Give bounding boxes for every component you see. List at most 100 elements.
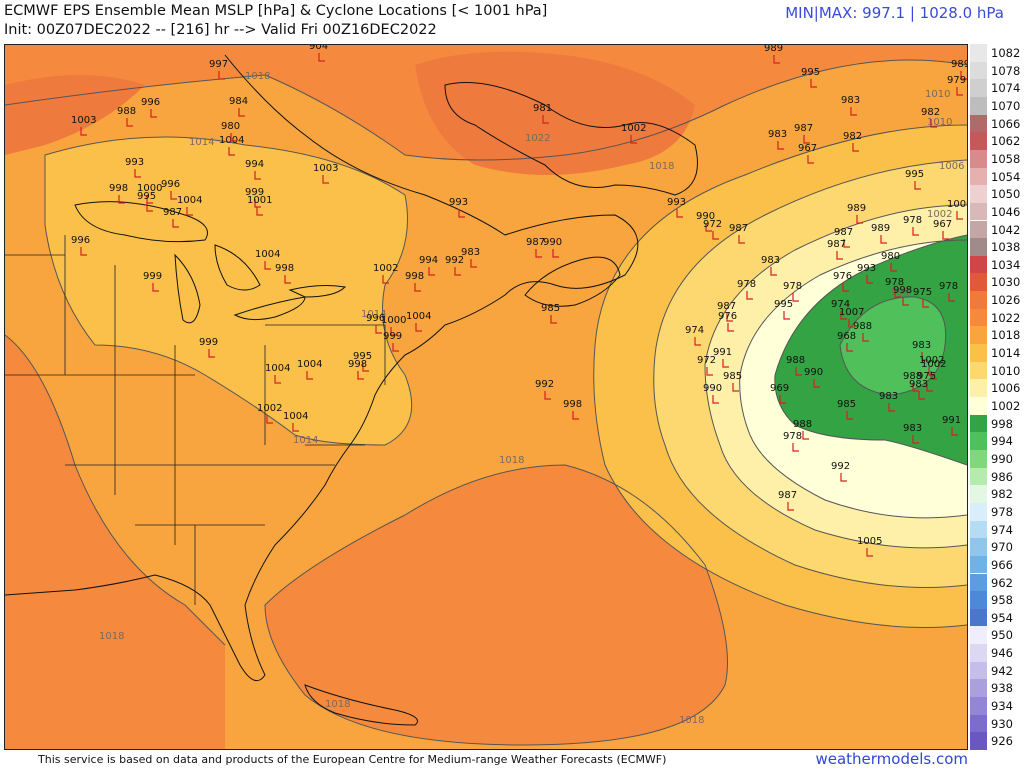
cyclone-pressure-label: 969 [770, 383, 789, 394]
cyclone-L-marker [230, 133, 237, 142]
colorbar-swatch [970, 238, 987, 256]
colorbar-level: 1062 [968, 132, 1024, 150]
colorbar-level: 998 [968, 414, 1024, 433]
colorbar-swatch [970, 132, 987, 150]
colorbar-label: 1034 [991, 257, 1021, 272]
isobar-1002 [739, 239, 967, 519]
colorbar-label: 1006 [991, 381, 1021, 396]
brand-link[interactable]: weathermodels.com [815, 750, 968, 768]
colorbar-label: 966 [991, 557, 1013, 572]
cyclone-L-marker [118, 195, 125, 204]
colorbar-label: 1010 [991, 363, 1021, 378]
colorbar-level: 990 [968, 449, 1024, 468]
isobar-label: 1018 [245, 71, 270, 82]
cyclone-pressure-label: 983 [879, 391, 898, 402]
cyclone-L-marker [454, 267, 461, 276]
cyclone-L-marker [470, 259, 477, 268]
cyclone-L-marker [912, 435, 919, 444]
colorbar-label: 962 [991, 575, 1013, 590]
colorbar-swatch [970, 273, 987, 292]
cyclone-pressure-label: 988 [117, 106, 136, 117]
cyclone-pressure-label: 983 [761, 255, 780, 266]
cyclone-pressure-label: 1002 [621, 123, 646, 134]
cyclone-L-marker [956, 211, 963, 220]
cyclone-L-marker [948, 293, 955, 302]
cyclone-pressure-label: 974 [831, 299, 850, 310]
colorbar-level: 1054 [968, 167, 1024, 186]
colorbar-label: 1002 [991, 399, 1021, 413]
cyclone-L-marker [846, 343, 853, 352]
isobar-label: 1018 [649, 161, 674, 172]
colorbar-swatch [970, 679, 987, 698]
colorbar-level: 1058 [968, 149, 1024, 168]
cyclone-pressure-label: 996 [366, 313, 385, 324]
cyclone-pressure-label: 999 [383, 331, 402, 342]
colorbar-level: 982 [968, 485, 1024, 503]
cyclone-pressure-label: 994 [419, 255, 438, 266]
colorbar-level: 954 [968, 608, 1024, 627]
cyclone-pressure-label: 995 [353, 351, 372, 362]
colorbar-swatch [970, 661, 987, 680]
colorbar-level: 1030 [968, 273, 1024, 292]
cyclone-L-marker [228, 147, 235, 156]
cyclone-L-marker [544, 391, 551, 400]
colorbar-swatch [970, 96, 987, 115]
colorbar-level: 1026 [968, 291, 1024, 309]
cyclone-pressure-label: 998 [275, 263, 294, 274]
colorbar-label: 942 [991, 663, 1013, 678]
minmax-readout: MIN|MAX: 997.1 | 1028.0 hPa [785, 4, 1004, 22]
cyclone-L-marker [414, 283, 421, 292]
cyclone-L-marker [866, 548, 873, 557]
cyclone-L-marker [722, 359, 729, 368]
colorbar-level: 1034 [968, 255, 1024, 274]
cyclone-pressure-label: 1004 [406, 311, 431, 322]
cyclone-pressure-label: 985 [541, 303, 560, 314]
colorbar-level: 1066 [968, 114, 1024, 133]
colorbar-label: 1038 [991, 240, 1021, 255]
ecmwf-credit: This service is based on data and produc… [38, 753, 667, 766]
cyclone-L-marker [322, 175, 329, 184]
pressure-map-canvas: 1018 1022 1014 1018 1010 1006 1002 998 1… [5, 45, 967, 749]
cyclone-L-marker [284, 275, 291, 284]
colorbar-label: 1062 [991, 134, 1021, 149]
colorbar-swatch [970, 185, 987, 203]
cyclone-pressure-label: 983 [903, 423, 922, 434]
cyclone-pressure-label: 978 [939, 281, 958, 292]
cyclone-pressure-label: 978 [885, 277, 904, 288]
cyclone-L-marker [840, 311, 847, 320]
colorbar-level: 978 [968, 502, 1024, 521]
pressure-colorbar: 1082 1078 1074 1070 1066 1062 1058 1054 1050 1046… [968, 44, 1024, 750]
colorbar-level: 1050 [968, 185, 1024, 203]
cyclone-pressure-label: 998 [405, 271, 424, 282]
cyclone-L-marker [951, 427, 958, 436]
colorbar-swatch [970, 573, 987, 592]
cyclone-L-marker [840, 473, 847, 482]
cyclone-pressure-label: 993 [857, 263, 876, 274]
cyclone-L-marker [694, 337, 701, 346]
isobar-label: 1018 [325, 699, 350, 710]
colorbar-swatch [970, 149, 987, 168]
cyclone-L-marker [912, 227, 919, 236]
cyclone-pressure-label: 979 [947, 75, 966, 86]
coastline [5, 54, 639, 682]
cyclone-pressure-label: 987 [778, 490, 797, 501]
isobar-label: 1010 [927, 117, 952, 128]
colorbar-label: 934 [991, 699, 1013, 714]
cyclone-L-marker [856, 215, 863, 224]
cyclone-pressure-label: 996 [161, 179, 180, 190]
cyclone-markers: 904 997 989 995 989 979 1003 988 996 984 981 983 982… [71, 45, 967, 557]
cyclone-L-marker [630, 135, 637, 144]
cyclone-pressure-label: 988 [903, 371, 922, 382]
colorbar-swatch [970, 291, 987, 309]
cyclone-L-marker [960, 71, 967, 80]
cyclone-pressure-label: 985 [723, 371, 742, 382]
colorbar-level: 950 [968, 626, 1024, 645]
cyclone-L-marker [542, 115, 549, 124]
pressure-map[interactable]: 1018 1022 1014 1018 1010 1006 1002 998 1… [4, 44, 968, 750]
cyclone-pressure-label: 989 [871, 223, 890, 234]
cyclone-pressure-label: 1001 [247, 195, 272, 206]
colorbar-level: 1042 [968, 220, 1024, 239]
colorbar-swatch [970, 344, 987, 362]
isobar-label: 1022 [525, 133, 550, 144]
colorbar-level: 930 [968, 714, 1024, 733]
